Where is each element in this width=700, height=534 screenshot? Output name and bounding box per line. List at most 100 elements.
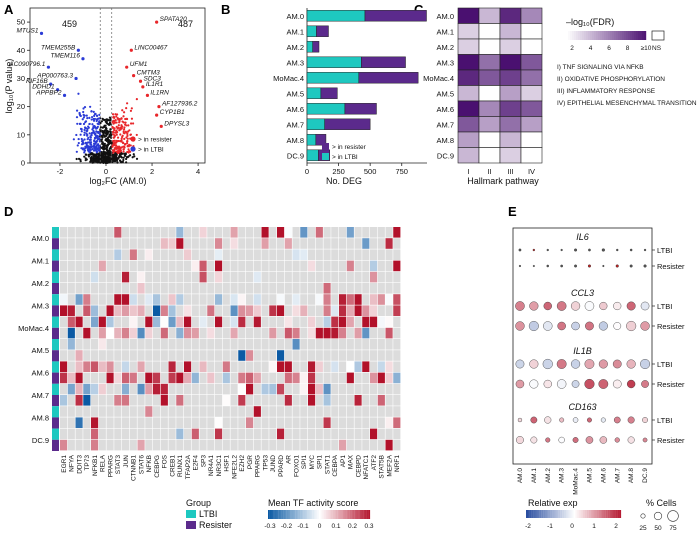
volcano-point <box>77 92 80 95</box>
tf-cell <box>354 294 362 305</box>
tf-cell <box>331 395 339 406</box>
tf-cell <box>323 316 331 328</box>
tf-colorbar-step <box>347 510 350 519</box>
dot-CD163-LTBI <box>627 416 635 424</box>
deg-category-9: DC.9 <box>287 151 304 160</box>
tf-colorbar-step <box>368 510 371 519</box>
volcano-point <box>80 143 84 146</box>
volcano-point <box>126 137 129 140</box>
tf-cell <box>370 417 378 428</box>
deg-category-2: AM.2 <box>286 43 304 52</box>
tf-cell <box>191 417 199 428</box>
volcano-point <box>92 149 96 152</box>
tf-colorbar-step <box>288 510 291 519</box>
tf-cell <box>277 350 285 361</box>
dotplot-frame <box>512 227 653 465</box>
volcano-point-labeled <box>74 76 78 81</box>
volcano-point <box>106 150 110 153</box>
tf-cell <box>393 406 401 417</box>
tf-cell <box>246 260 254 272</box>
tf-cell <box>184 283 192 294</box>
tf-cell <box>370 406 378 417</box>
gene-label-4: LINC00467 <box>134 44 167 51</box>
tf-cell <box>377 372 385 384</box>
volcano-point <box>107 123 110 126</box>
tf-cell <box>168 227 176 238</box>
tf-cell <box>269 383 277 395</box>
hallmark-cell <box>478 85 501 102</box>
tf-colorbar-tick-3: 0 <box>318 523 322 530</box>
tf-cell <box>75 372 83 384</box>
tf-cell <box>129 417 137 428</box>
tf-cell <box>91 383 99 395</box>
tf-cell <box>137 294 145 305</box>
volcano-point <box>135 133 138 137</box>
relexp-colorbar-step <box>592 510 595 518</box>
tf-cell <box>199 294 207 305</box>
volcano-point <box>119 133 122 136</box>
tf-cell <box>354 271 362 283</box>
volcano-point <box>98 159 101 162</box>
volcano-point <box>126 142 129 145</box>
tf-colorbar-step <box>269 510 272 519</box>
volcano-point <box>86 116 89 120</box>
tf-cell <box>207 417 215 428</box>
tf-cell <box>308 260 316 272</box>
volcano-point <box>99 126 102 129</box>
tf-cell <box>98 294 106 305</box>
tf-cell <box>354 238 362 249</box>
hallmark-cell <box>520 38 543 55</box>
volcano-point <box>115 133 118 136</box>
tf-cell <box>60 417 68 428</box>
tf-cell <box>385 271 393 283</box>
tf-cell <box>315 271 323 283</box>
tf-colorbar-step <box>293 510 296 519</box>
tf-label-42: MEF2A <box>386 454 393 476</box>
bar-resister-AM.7 <box>324 118 371 130</box>
dot-CCL3-Resister <box>571 321 580 331</box>
tf-cell <box>122 406 130 417</box>
tf-cell <box>300 249 308 260</box>
tf-cell <box>300 283 308 294</box>
volcano-point <box>125 157 128 161</box>
tf-cell <box>199 361 207 372</box>
tf-cell <box>269 227 277 238</box>
tf-cell <box>300 327 308 339</box>
volcano-point <box>114 152 117 155</box>
tf-cell <box>393 350 401 361</box>
tf-cell <box>91 439 99 451</box>
volcano-point <box>113 148 116 151</box>
tf-cell <box>91 372 99 384</box>
fdr-colorbar-step <box>640 31 643 40</box>
tf-row-0: AM.0 <box>31 234 49 243</box>
tf-cell <box>393 339 401 350</box>
tf-colorbar-step <box>336 510 338 519</box>
tf-cell <box>168 361 176 372</box>
tf-cell <box>207 428 215 440</box>
tf-cell <box>331 406 339 417</box>
tf-cell <box>300 428 308 440</box>
tf-cell <box>331 227 339 238</box>
bar-ltbi-DC.9 <box>306 149 319 161</box>
tf-cell <box>253 283 261 294</box>
tf-cell <box>83 350 91 361</box>
volcano-xtick-label-3: 4 <box>196 167 200 176</box>
tf-cell <box>114 227 122 238</box>
volcano-point <box>132 122 135 125</box>
volcano-point <box>124 130 127 133</box>
tf-cell <box>377 249 385 260</box>
tf-cell <box>261 260 269 272</box>
tf-cell <box>346 327 354 339</box>
volcano-point <box>90 118 93 121</box>
tf-cell <box>261 372 269 384</box>
dot-IL1B-LTBI <box>598 359 608 369</box>
tf-cell <box>346 406 354 417</box>
tf-cell <box>160 361 168 372</box>
pct-cells-legend: 25 50 75 <box>639 510 679 532</box>
tf-cell <box>60 383 68 395</box>
volcano-point <box>124 121 127 124</box>
tf-colorbar-step <box>283 510 286 519</box>
tf-cell <box>122 305 130 316</box>
tf-cell <box>168 339 176 350</box>
tf-cell <box>199 271 207 283</box>
